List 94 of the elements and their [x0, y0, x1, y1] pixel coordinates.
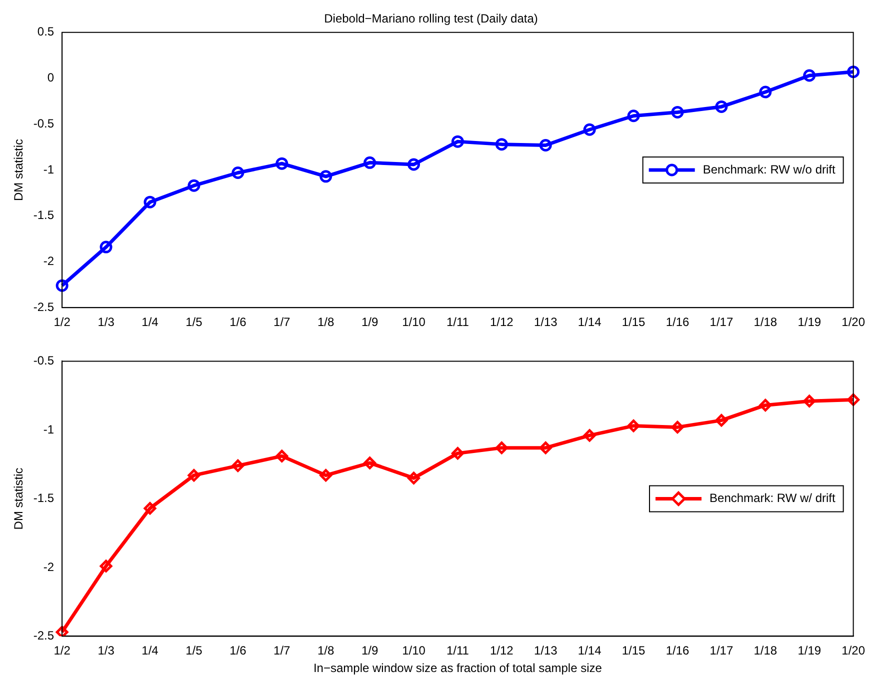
point: [144, 196, 156, 208]
y-tick-label: -2.5: [33, 300, 54, 314]
x-tick-label: 1/11: [446, 315, 470, 330]
point: [671, 420, 684, 434]
point: [803, 394, 816, 408]
point: [144, 502, 156, 515]
point: [847, 66, 860, 78]
x-tick-label: 1/15: [622, 315, 646, 330]
x-tick-label: 1/9: [361, 315, 378, 330]
point: [847, 393, 860, 406]
y-tick-label: 0: [47, 70, 54, 85]
x-tick-label: 1/17: [710, 644, 734, 658]
point: [320, 170, 332, 183]
point: [539, 442, 552, 454]
x-tick-label: 1/18: [754, 315, 778, 330]
y-tick-label: -0.5: [33, 116, 54, 130]
point: [803, 69, 816, 82]
x-tick-label: 1/3: [98, 315, 115, 330]
x-tick-label: 1/9: [361, 644, 378, 658]
point: [276, 450, 288, 462]
point: [451, 447, 464, 460]
x-tick-label: 1/15: [622, 644, 646, 658]
point: [100, 560, 112, 572]
x-tick-label: 1/19: [798, 644, 822, 658]
y-axis-title: DM statistic: [12, 468, 26, 530]
x-tick-label: 1/2: [54, 644, 71, 658]
point: [627, 420, 640, 432]
point: [407, 158, 420, 171]
x-tick-label: 1/14: [578, 315, 602, 330]
y-tick-label: -0.5: [33, 354, 54, 368]
y-tick-label: -1: [43, 422, 54, 436]
x-tick-label: 1/2: [54, 315, 71, 330]
x-tick-label: 1/4: [142, 315, 159, 330]
x-axis-title: In−sample window size as fraction of total sample size: [313, 661, 602, 676]
x-tick-label: 1/6: [230, 315, 247, 330]
y-tick-label: -2.5: [33, 628, 54, 643]
point: [100, 240, 112, 254]
x-tick-label: 1/10: [402, 315, 426, 330]
point: [715, 100, 728, 113]
point: [539, 138, 552, 152]
x-tick-label: 1/12: [490, 315, 514, 330]
point: [320, 469, 332, 482]
point: [188, 469, 200, 482]
x-tick-label: 1/8: [317, 644, 334, 658]
x-tick-label: 1/3: [98, 644, 115, 658]
point: [627, 110, 640, 122]
y-tick-label: -1.5: [33, 491, 54, 506]
point: [364, 456, 376, 470]
point: [232, 459, 244, 472]
y-tick-label: -2: [43, 254, 54, 268]
x-tick-label: 1/20: [842, 644, 866, 658]
chart-title: Diebold−Mariano rolling test (Daily data): [324, 12, 538, 26]
point: [759, 398, 772, 412]
point: [495, 442, 508, 454]
x-tick-label: 1/14: [578, 644, 602, 658]
x-tick-label: 1/11: [446, 644, 470, 658]
x-tick-label: 1/7: [274, 315, 291, 330]
point: [583, 429, 596, 442]
y-axis-title: DM statistic: [12, 138, 26, 202]
x-tick-label: 1/13: [534, 315, 558, 330]
point: [759, 86, 772, 98]
x-tick-label: 1/19: [798, 315, 822, 330]
x-tick-label: 1/16: [666, 644, 690, 658]
x-tick-label: 1/7: [274, 644, 291, 658]
x-tick-label: 1/12: [490, 644, 514, 658]
y-tick-label: -1: [43, 162, 54, 176]
point: [364, 156, 376, 169]
legend-label: Benchmark: RW w/o drift: [702, 162, 836, 176]
point: [56, 279, 68, 292]
x-tick-label: 1/10: [402, 644, 426, 658]
x-tick-label: 1/18: [754, 644, 778, 658]
x-tick-label: 1/17: [710, 315, 734, 330]
point: [56, 626, 68, 636]
point: [451, 135, 464, 148]
point: [276, 157, 288, 170]
x-tick-label: 1/13: [534, 644, 558, 658]
point: [407, 472, 420, 484]
y-tick-label: -1.5: [33, 208, 54, 222]
y-tick-label: -2: [43, 560, 54, 574]
x-tick-label: 1/8: [317, 315, 334, 330]
point: [583, 123, 596, 136]
x-tick-label: 1/5: [186, 644, 203, 658]
point: [671, 106, 684, 118]
legend-label: Benchmark: RW w/ drift: [710, 491, 836, 506]
point: [232, 166, 244, 179]
x-tick-label: 1/20: [842, 315, 866, 330]
point: [495, 138, 508, 151]
x-tick-label: 1/16: [666, 315, 690, 330]
x-tick-label: 1/5: [186, 315, 203, 330]
point: [715, 414, 728, 427]
x-tick-label: 1/6: [230, 644, 247, 658]
point: [188, 179, 200, 192]
y-tick-label: 0.5: [37, 24, 54, 39]
x-tick-label: 1/4: [142, 644, 159, 658]
